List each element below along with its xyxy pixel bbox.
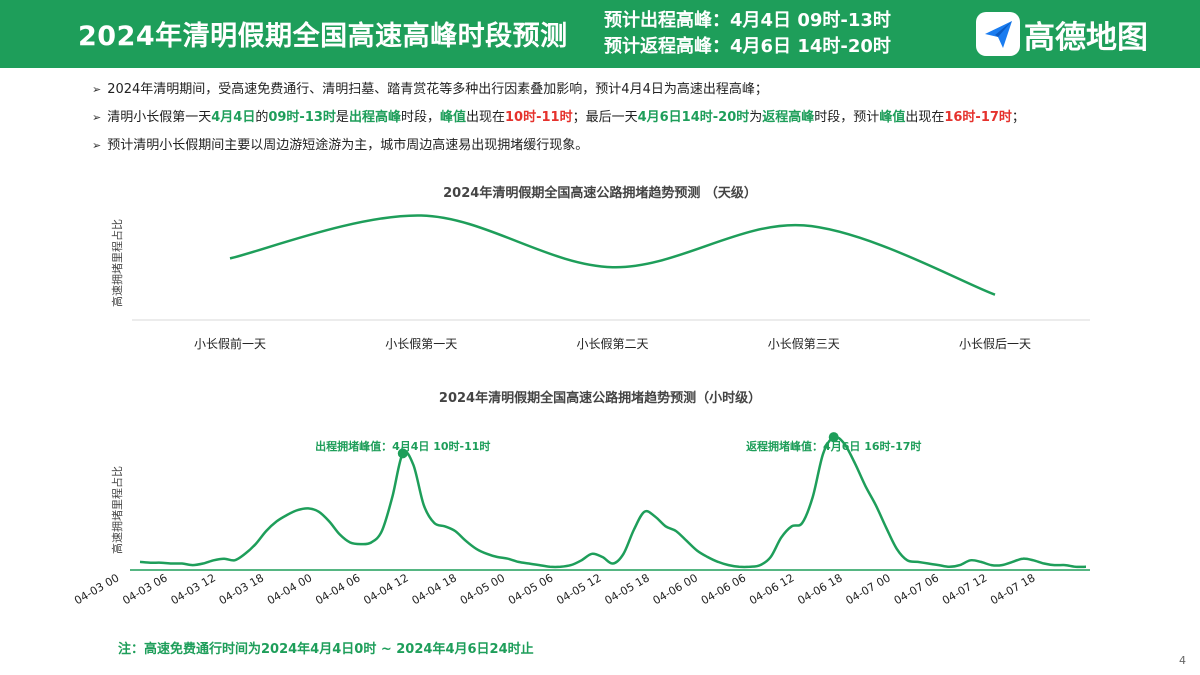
peak-annotation: 返程拥堵峰值：4月6日 16时-17时 xyxy=(746,439,921,453)
bullet-item: ➢ 清明小长假第一天4月4日的09时-13时是出程高峰时段，峰值出现在10时-11… xyxy=(92,104,1172,132)
logo-text: 高德地图 xyxy=(1024,20,1148,56)
x-tick-label: 04-04 12 xyxy=(361,571,410,607)
page-title: 2024年清明假期全国高速高峰时段预测 xyxy=(78,21,568,52)
outbound-peak-line: 预计出程高峰：4月4日 09时-13时 xyxy=(604,10,891,31)
series-line xyxy=(139,435,1087,569)
bullet-text: 出现在 xyxy=(905,110,945,125)
page-number: 4 xyxy=(1179,654,1186,667)
hourly-congestion-chart: 高速拥堵里程占比 出程拥堵峰值：4月4日 10时-11时 返程拥堵峰值：4月6日 1… xyxy=(72,432,1090,607)
bullet-text: 2024年清明期间，受高速免费通行、清明扫墓、踏青赏花等多种出行因素叠加影响，预… xyxy=(107,82,768,97)
x-tick-label: 04-05 06 xyxy=(506,571,555,607)
bullet-text: 4月4日 xyxy=(211,110,256,125)
peak-forecast-info: 预计出程高峰：4月4日 09时-13时 预计返程高峰：4月6日 14时-20时 xyxy=(604,8,891,60)
peak-annotation: 出程拥堵峰值：4月4日 10时-11时 xyxy=(315,439,490,453)
amap-logo: 高德地图 xyxy=(968,10,1168,58)
x-tick-label: 04-03 06 xyxy=(120,571,169,607)
footnote: 注：高速免费通行时间为2024年4月4日0时 ~ 2024年4月6日24时止 xyxy=(118,642,534,657)
daily-chart-title: 2024年清明假期全国高速公路拥堵趋势预测 （天级） xyxy=(443,186,757,201)
x-tick-label: 04-05 00 xyxy=(458,571,507,607)
bullet-arrow-icon: ➢ xyxy=(92,139,102,152)
bullet-text: 峰值 xyxy=(879,110,906,125)
series-line xyxy=(229,214,996,296)
x-tick-label: 04-06 00 xyxy=(651,571,700,607)
x-tick-label: 小长假后一天 xyxy=(959,337,1031,351)
bullet-item: ➢ 预计清明小长假期间主要以周边游短途游为主，城市周边高速易出现拥堵缓行现象。 xyxy=(92,132,1172,160)
x-tick-label: 小长假第二天 xyxy=(576,337,648,351)
x-tick-label: 04-03 18 xyxy=(217,571,266,607)
bullet-text: 预计清明小长假期间主要以周边游短途游为主，城市周边高速易出现拥堵缓行现象。 xyxy=(107,138,589,153)
x-tick-label: 04-03 12 xyxy=(169,571,218,607)
bullet-text: ； xyxy=(1011,110,1025,125)
bullet-text: 时段， xyxy=(400,110,440,125)
bullet-text: 是 xyxy=(335,110,349,125)
bullet-text: 16时-17时 xyxy=(944,110,1012,125)
bullet-arrow-icon: ➢ xyxy=(92,83,102,96)
peak-marker xyxy=(828,432,839,443)
bullet-arrow-icon: ➢ xyxy=(92,111,102,124)
x-tick-label: 04-07 12 xyxy=(940,571,989,607)
bullet-item: ➢ 2024年清明期间，受高速免费通行、清明扫墓、踏青赏花等多种出行因素叠加影响，… xyxy=(92,76,1172,104)
x-tick-label: 小长假第一天 xyxy=(385,337,457,351)
peak-marker xyxy=(397,448,408,459)
bullet-text: 峰值 xyxy=(439,110,466,125)
x-tick-label: 04-06 18 xyxy=(795,571,844,607)
bullet-text: 的 xyxy=(255,110,269,125)
x-tick-label: 04-04 18 xyxy=(410,571,459,607)
x-tick-label: 小长假第三天 xyxy=(768,337,840,351)
bullet-text: ；最后一天 xyxy=(572,110,638,125)
paper-plane-icon xyxy=(976,12,1020,56)
bullet-text: 为 xyxy=(749,110,763,125)
x-tick-label: 小长假前一天 xyxy=(194,336,266,351)
hourly-chart-title: 2024年清明假期全国高速公路拥堵趋势预测（小时级） xyxy=(438,391,762,406)
return-peak-line: 预计返程高峰：4月6日 14时-20时 xyxy=(604,36,891,57)
bullet-text: 4月6日14时-20时 xyxy=(637,110,750,125)
x-tick-label: 04-03 00 xyxy=(72,571,121,607)
bullet-text: 返程高峰 xyxy=(762,110,815,125)
summary-bullets: ➢ 2024年清明期间，受高速免费通行、清明扫墓、踏青赏花等多种出行因素叠加影响，… xyxy=(92,76,1172,160)
x-tick-label: 04-06 06 xyxy=(699,571,748,607)
x-tick-label: 04-07 18 xyxy=(988,571,1037,607)
x-tick-label: 04-04 00 xyxy=(265,571,314,607)
x-tick-label: 04-07 06 xyxy=(892,571,941,607)
bullet-text: 09时-13时 xyxy=(268,110,336,125)
x-tick-label: 04-05 12 xyxy=(554,571,603,607)
x-tick-label: 04-05 18 xyxy=(602,571,651,607)
bullet-text: 10时-11时 xyxy=(505,110,573,125)
y-axis-label: 高速拥堵里程占比 xyxy=(110,219,124,307)
x-tick-label: 04-07 00 xyxy=(844,571,893,607)
bullet-text: 出程高峰 xyxy=(348,110,401,125)
bullet-text: 清明小长假第一天 xyxy=(107,110,212,125)
header-bar: 2024年清明假期全国高速高峰时段预测 预计出程高峰：4月4日 09时-13时 … xyxy=(0,0,1200,68)
x-tick-label: 04-04 06 xyxy=(313,571,362,607)
y-axis-label: 高速拥堵里程占比 xyxy=(110,466,124,554)
x-tick-label: 04-06 12 xyxy=(747,571,796,607)
bullet-text: 出现在 xyxy=(465,110,505,125)
bullet-text: 时段，预计 xyxy=(814,110,880,125)
